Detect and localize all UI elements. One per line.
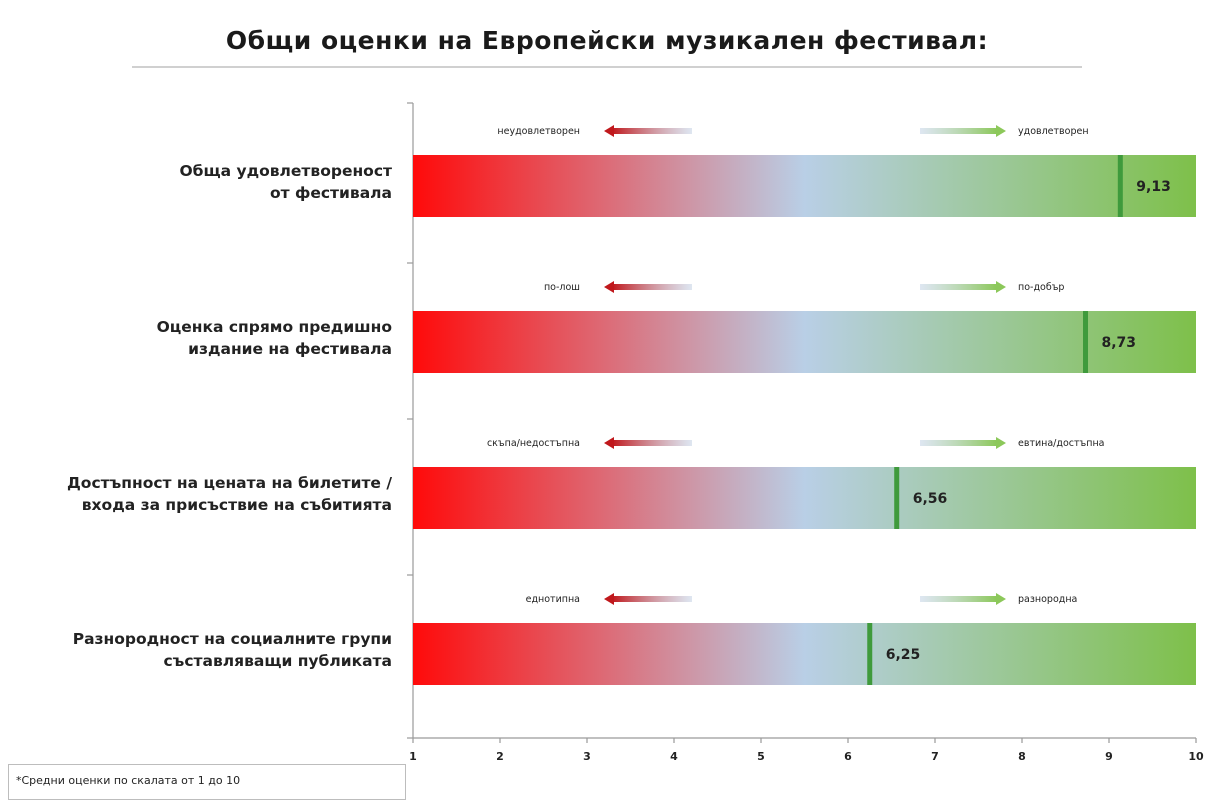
category-label: Оценка спрямо предишно (157, 318, 392, 336)
chart-title: Общи оценки на Европейски музикален фест… (225, 26, 989, 55)
rating-bar (413, 311, 1196, 373)
left-arrow-icon (604, 281, 614, 293)
category-label: Достъпност на цената на билетите / (67, 474, 392, 492)
category-label: Обща удовлетвореност (179, 162, 392, 180)
left-arrow-icon (604, 125, 614, 137)
x-tick-label: 8 (1018, 750, 1026, 763)
left-arrow-icon (604, 437, 614, 449)
rating-bar (413, 623, 1196, 685)
value-marker (894, 467, 900, 529)
high-arrow-shaft (920, 284, 996, 290)
high-arrow-shaft (920, 596, 996, 602)
high-arrow-shaft (920, 440, 996, 446)
low-pole-label: по-лош (544, 282, 580, 293)
value-marker (1083, 311, 1089, 373)
right-arrow-icon (996, 437, 1006, 449)
value-label: 6,25 (886, 647, 921, 663)
title-divider (132, 66, 1082, 68)
low-arrow-shaft (612, 440, 692, 446)
x-tick-label: 4 (670, 750, 678, 763)
low-arrow-shaft (612, 284, 692, 290)
category-label: от фестивала (270, 184, 392, 202)
value-marker (867, 623, 873, 685)
category-label: Разнородност на социалните групи (73, 630, 392, 648)
left-arrow-icon (604, 593, 614, 605)
rating-bar (413, 467, 1196, 529)
x-tick-label: 1 (409, 750, 417, 763)
high-pole-label: удовлетворен (1018, 126, 1089, 137)
footnote: *Средни оценки по скалата от 1 до 10 (16, 774, 241, 787)
right-arrow-icon (996, 281, 1006, 293)
category-label: входа за присъствие на събитията (82, 496, 392, 514)
high-arrow-shaft (920, 128, 996, 134)
right-arrow-icon (996, 125, 1006, 137)
x-tick-label: 2 (496, 750, 504, 763)
low-pole-label: скъпа/недостъпна (487, 438, 580, 449)
category-label: съставляващи публиката (163, 652, 392, 670)
x-tick-label: 3 (583, 750, 591, 763)
x-tick-label: 7 (931, 750, 939, 763)
value-label: 8,73 (1102, 335, 1137, 351)
low-arrow-shaft (612, 596, 692, 602)
high-pole-label: евтина/достъпна (1018, 438, 1104, 449)
low-pole-label: еднотипна (526, 594, 580, 605)
x-tick-label: 5 (757, 750, 765, 763)
category-label: издание на фестивала (188, 340, 392, 358)
high-pole-label: разнородна (1018, 594, 1077, 605)
low-pole-label: неудовлетворен (497, 126, 580, 137)
x-tick-label: 9 (1105, 750, 1113, 763)
value-label: 9,13 (1136, 179, 1171, 195)
high-pole-label: по-добър (1018, 282, 1064, 293)
rating-bar (413, 155, 1196, 217)
x-tick-label: 10 (1188, 750, 1204, 763)
low-arrow-shaft (612, 128, 692, 134)
value-label: 6,56 (913, 491, 948, 507)
plot-area: 1 2 3 4 5 6 7 8 9 10 9,13 Обща удовлетвореност от фе… (67, 102, 1204, 763)
right-arrow-icon (996, 593, 1006, 605)
value-marker (1117, 155, 1123, 217)
x-tick-label: 6 (844, 750, 852, 763)
